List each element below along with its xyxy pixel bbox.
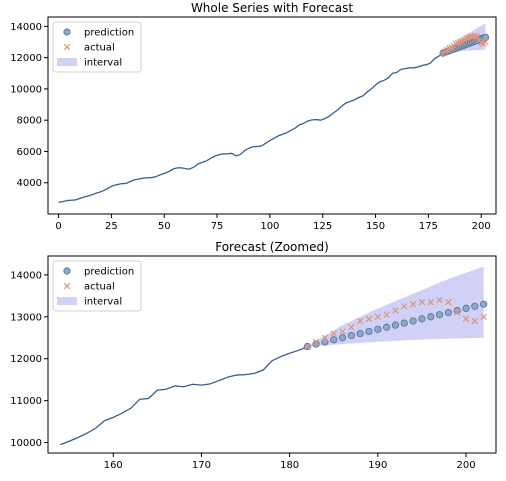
actual-point <box>418 298 426 306</box>
prediction-point <box>453 306 461 315</box>
prediction-point <box>471 302 479 310</box>
interval-band <box>307 266 484 347</box>
actual-point <box>374 313 382 321</box>
x-tick-label: 25 <box>105 221 118 232</box>
x-tick-label: 170 <box>192 460 211 471</box>
prediction-point <box>481 33 490 41</box>
actual-point <box>383 311 390 318</box>
history-series-line <box>60 346 308 446</box>
y-tick-label: 10000 <box>10 438 42 449</box>
legend-interval-swatch <box>57 58 77 66</box>
x-tick-label: 150 <box>366 221 385 232</box>
chart-panel-1: Whole Series with Forecast 0 25 50 75 100 125 1… <box>10 1 497 232</box>
x-tick-label: 175 <box>419 221 438 232</box>
x-tick-label: 180 <box>280 460 299 471</box>
legend-actual-label: actual <box>84 43 115 54</box>
prediction-point <box>338 334 347 342</box>
actual-point <box>482 38 489 46</box>
x-tick-label: 50 <box>158 221 171 232</box>
prediction-point <box>347 332 355 340</box>
prediction-point <box>444 308 452 317</box>
legend-actual-marker <box>63 43 71 51</box>
actual-point <box>436 296 443 304</box>
prediction-point <box>356 329 364 338</box>
actual-point <box>321 334 329 341</box>
chart-title: Forecast (Zoomed) <box>215 240 329 254</box>
x-tick-label: 125 <box>313 221 332 232</box>
prediction-point <box>427 313 435 321</box>
actual-point <box>473 33 481 40</box>
prediction-point <box>383 323 391 331</box>
axes-frame <box>47 16 497 215</box>
actual-point <box>480 313 487 321</box>
prediction-point <box>409 317 417 325</box>
y-tick-label: 6000 <box>17 147 42 158</box>
actual-point <box>365 315 373 323</box>
actual-point <box>330 330 337 337</box>
plot-area <box>60 266 488 446</box>
actual-point <box>392 307 399 314</box>
legend-interval-label: interval <box>84 58 122 69</box>
actual-point <box>409 300 417 308</box>
x-tick-label: 75 <box>211 221 224 232</box>
y-tick-label: 14000 <box>10 270 42 281</box>
y-tick-label: 8000 <box>17 116 42 127</box>
legend: prediction actual interval <box>52 260 142 312</box>
x-tick-label: 0 <box>55 221 61 232</box>
prediction-point <box>435 311 444 319</box>
prediction-point <box>418 315 426 323</box>
chart-panel-2: Forecast (Zoomed) 160 170 180 190 200 10000 110… <box>10 240 497 471</box>
legend-prediction-marker <box>63 28 71 36</box>
actual-point <box>445 298 452 306</box>
legend-prediction-marker <box>63 267 71 275</box>
chart-title: Whole Series with Forecast <box>191 1 353 15</box>
actual-point <box>453 309 461 316</box>
y-tick-label: 4000 <box>17 178 42 189</box>
y-tick-label: 13000 <box>10 312 42 323</box>
actual-point <box>356 317 364 325</box>
axes-frame <box>47 255 497 454</box>
x-tick-label: 100 <box>260 221 279 232</box>
y-tick-label: 10000 <box>10 84 42 95</box>
legend-prediction-label: prediction <box>84 267 134 278</box>
y-tick-label: 14000 <box>10 22 42 33</box>
actual-point <box>471 317 479 325</box>
prediction-point <box>374 325 382 333</box>
y-tick-label: 11000 <box>10 396 42 407</box>
legend: prediction actual interval <box>52 21 142 73</box>
actual-point <box>401 303 408 310</box>
actual-point <box>427 298 434 306</box>
y-tick-label: 12000 <box>10 354 42 365</box>
y-tick-label: 12000 <box>10 53 42 64</box>
x-tick-label: 190 <box>368 460 387 471</box>
actual-point <box>304 343 311 351</box>
prediction-point <box>462 304 470 312</box>
legend-actual-marker <box>63 282 71 290</box>
legend-interval-label: interval <box>84 297 122 308</box>
history-series-line <box>58 52 444 203</box>
prediction-point <box>365 327 373 336</box>
prediction-point <box>391 321 400 329</box>
legend-actual-label: actual <box>84 282 115 293</box>
prediction-point <box>312 340 320 348</box>
x-tick-label: 200 <box>472 221 491 232</box>
x-tick-label: 200 <box>456 460 475 471</box>
prediction-point <box>321 338 329 346</box>
actual-point <box>339 328 346 335</box>
prediction-point <box>400 319 408 327</box>
legend-interval-swatch <box>57 297 77 305</box>
legend-prediction-label: prediction <box>84 28 134 39</box>
prediction-point <box>480 300 488 308</box>
prediction-point <box>330 336 338 344</box>
x-tick-label: 160 <box>104 460 123 471</box>
actual-point <box>312 338 320 346</box>
plot-area <box>58 23 490 203</box>
actual-point <box>462 315 470 323</box>
actual-point <box>348 324 355 331</box>
